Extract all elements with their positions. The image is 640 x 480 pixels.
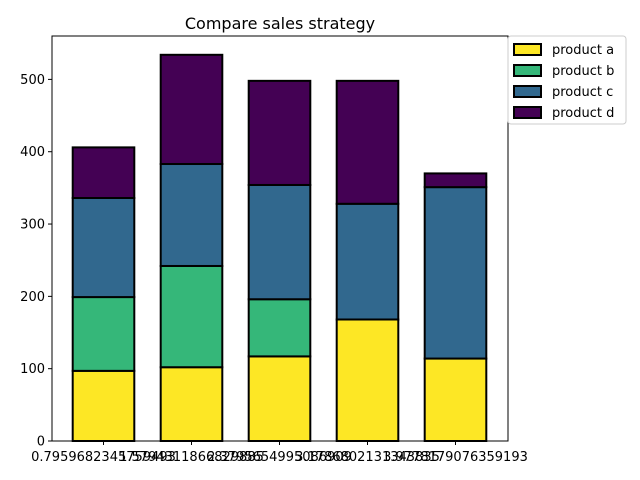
x-tick-label: 2.3795654995086909 xyxy=(207,450,352,465)
bar-product-d-4 xyxy=(335,79,400,205)
legend-box xyxy=(507,35,627,125)
bar-product-b-3 xyxy=(247,298,312,358)
bar-product-b-2 xyxy=(159,264,224,369)
y-tick-label: 500 xyxy=(20,73,45,88)
chart-title: Compare sales strategy xyxy=(185,14,375,33)
y-axis: 0 100 200 300 400 500 xyxy=(20,73,52,450)
y-tick-label: 300 xyxy=(20,218,45,233)
y-tick-label: 200 xyxy=(20,290,45,305)
legend: product a product b product c product d xyxy=(507,35,627,125)
bar-product-a-5 xyxy=(423,357,488,442)
bar-product-c-5 xyxy=(423,186,488,360)
bar-product-c-1 xyxy=(71,197,136,299)
legend-swatch-product-d xyxy=(513,106,542,119)
x-tick-label: 3.1786802131343835 xyxy=(295,450,440,465)
x-tick-label: 0.7959682345759493 xyxy=(31,450,176,465)
bar-product-c-4 xyxy=(335,202,400,321)
y-tick-label: 400 xyxy=(20,145,45,160)
x-axis: 0.79596823457594931.57943118668298852.37… xyxy=(31,441,528,465)
bar-product-a-1 xyxy=(71,369,136,443)
legend-label-product-d: product d xyxy=(552,106,614,121)
bars-group xyxy=(71,53,488,443)
bar-product-a-2 xyxy=(159,366,224,443)
bar-product-d-3 xyxy=(247,79,312,186)
legend-swatch-product-c xyxy=(513,85,542,98)
x-tick-label: 1.5794311866829885 xyxy=(119,450,264,465)
bar-product-d-5 xyxy=(423,172,488,189)
bar-product-c-3 xyxy=(247,183,312,301)
bar-product-d-1 xyxy=(71,146,136,200)
y-tick-label: 0 xyxy=(37,435,45,450)
legend-label-product-b: product b xyxy=(552,64,614,79)
x-tick-label: 3.9778179076359193 xyxy=(383,450,528,465)
bar-product-d-2 xyxy=(159,53,224,166)
legend-label-product-a: product a xyxy=(552,43,614,58)
y-tick-label: 100 xyxy=(20,362,45,377)
legend-swatch-product-a xyxy=(513,43,542,56)
bar-product-a-3 xyxy=(247,355,312,443)
bar-product-a-4 xyxy=(335,318,400,442)
legend-swatch-product-b xyxy=(513,64,542,77)
bar-product-c-2 xyxy=(159,163,224,267)
legend-label-product-c: product c xyxy=(552,85,613,100)
bar-product-b-1 xyxy=(71,296,136,372)
